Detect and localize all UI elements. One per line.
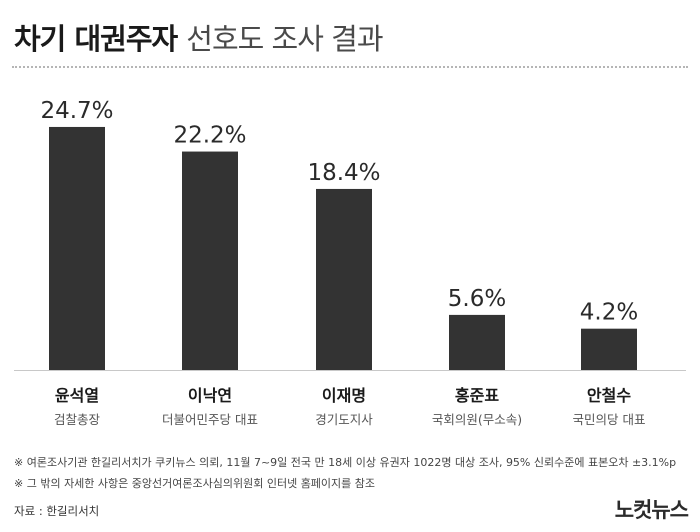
value-label-4: 5.6% bbox=[448, 286, 506, 312]
candidate-name: 이낙연 bbox=[187, 386, 233, 405]
news-logo: 노컷뉴스 bbox=[614, 498, 689, 522]
bar-4 bbox=[449, 314, 505, 370]
candidate-name: 홍준표 bbox=[454, 386, 500, 405]
footnote-2: ※ 그 밖의 자세한 사항은 중앙선거여론조사심의위원회 인터넷 홈페이지를 참… bbox=[14, 477, 376, 490]
value-label-1: 24.7% bbox=[40, 98, 113, 124]
candidate-role: 더불어민주당 대표 bbox=[162, 412, 258, 427]
bar-1 bbox=[49, 126, 105, 371]
bar-5 bbox=[581, 328, 637, 370]
footnote-1: ※ 여론조사기관 한길리서치가 쿠키뉴스 의뢰, 11월 7~9일 전국 만 1… bbox=[14, 456, 677, 469]
candidate-role: 국회의원(무소속) bbox=[431, 412, 523, 427]
candidate-role: 국민의당 대표 bbox=[572, 412, 646, 427]
bar-3 bbox=[316, 188, 372, 370]
title-divider bbox=[12, 66, 688, 68]
bar-2 bbox=[182, 151, 238, 370]
source-text: 자료 : 한길리서치 bbox=[14, 504, 100, 518]
candidate-name: 윤석열 bbox=[54, 386, 100, 405]
page-title: 차기 대권주자 선호도 조사 결과 bbox=[14, 16, 384, 58]
candidate-role: 경기도지사 bbox=[315, 412, 373, 427]
title-bold: 차기 대권주자 bbox=[14, 22, 178, 56]
candidate-role: 검찰총장 bbox=[53, 412, 100, 427]
chart: 24.7% 22.2% 18.4% 5.6% 4.2% bbox=[14, 98, 686, 371]
value-label-5: 4.2% bbox=[580, 300, 638, 326]
value-label-2: 22.2% bbox=[173, 123, 246, 149]
candidate-name: 이재명 bbox=[321, 386, 367, 405]
title-light: 선호도 조사 결과 bbox=[186, 22, 383, 56]
value-label-3: 18.4% bbox=[307, 160, 380, 186]
footnotes: ※ 여론조사기관 한길리서치가 쿠키뉴스 의뢰, 11월 7~9일 전국 만 1… bbox=[14, 452, 676, 494]
candidate-name: 안철수 bbox=[586, 386, 632, 405]
